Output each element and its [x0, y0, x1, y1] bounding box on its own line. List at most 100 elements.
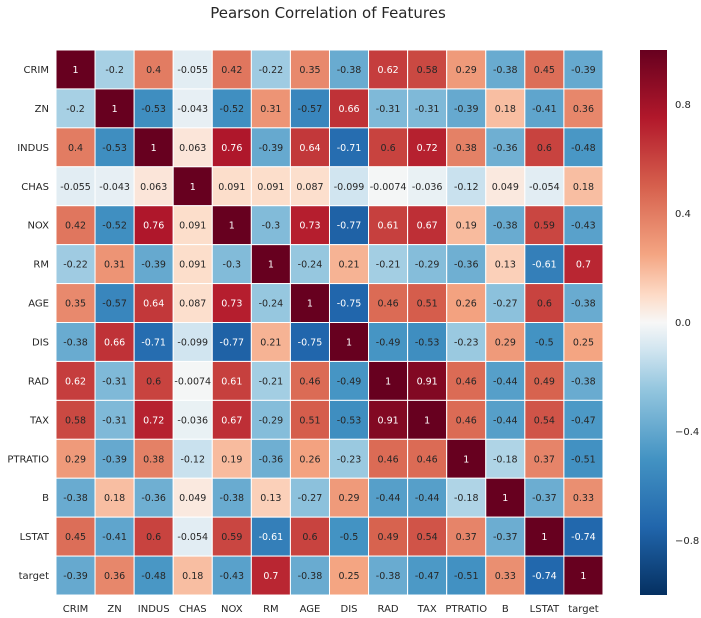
cell-value-label: 0.091 — [257, 182, 284, 193]
heatmap-cell — [446, 166, 487, 207]
cell-value-label: -0.38 — [493, 65, 518, 76]
cell-value-label: 0.21 — [338, 260, 359, 271]
heatmap-cell — [563, 283, 604, 324]
cell-value-label: -0.39 — [454, 104, 479, 115]
heatmap-cell — [446, 88, 487, 129]
y-tick-labels: CRIM ZN INDUS CHAS NOX RM AGE DIS RAD TAX PTRATIO B… — [7, 65, 50, 582]
heatmap-cell — [94, 360, 135, 401]
y-tick-label: PTRATIO — [7, 454, 49, 465]
cell-value-label: 0.087 — [296, 182, 323, 193]
heatmap-cell — [172, 127, 213, 168]
heatmap-cell — [94, 399, 135, 440]
cell-value-label: 0.31 — [260, 104, 281, 115]
cell-value-label: -0.31 — [376, 104, 401, 115]
heatmap-cell — [368, 49, 409, 90]
x-tick-label: CHAS — [179, 604, 207, 615]
heatmap-cell — [211, 283, 252, 324]
cell-value-label: -0.47 — [571, 415, 596, 426]
cell-value-label: -0.31 — [102, 376, 127, 387]
heatmap-cell — [55, 399, 96, 440]
cell-value-label: 0.62 — [65, 376, 86, 387]
cell-value-label: -0.31 — [415, 104, 440, 115]
heatmap-cell — [485, 438, 526, 479]
colorbar-tick-label: −0.8 — [675, 536, 699, 547]
cell-value-label: 0.51 — [299, 415, 320, 426]
heatmap-cell — [133, 555, 174, 596]
heatmap-cell — [250, 438, 291, 479]
heatmap-cell — [524, 205, 565, 246]
cell-value-label: 0.72 — [143, 415, 164, 426]
cell-value-label: -0.39 — [102, 454, 127, 465]
cell-value-label: 0.7 — [263, 571, 278, 582]
heatmap-cell — [407, 516, 448, 557]
cell-value-label: 0.33 — [495, 571, 516, 582]
cell-value-label: -0.31 — [102, 415, 127, 426]
heatmap-cell — [172, 360, 213, 401]
cell-value-label: -0.52 — [220, 104, 245, 115]
x-tick-label: INDUS — [138, 604, 170, 615]
cell-value-label: 0.6 — [537, 143, 552, 154]
heatmap-cell — [407, 399, 448, 440]
x-tick-label: AGE — [300, 604, 321, 615]
heatmap-cell — [446, 283, 487, 324]
heatmap-cell — [524, 399, 565, 440]
cell-value-label: 1 — [190, 182, 196, 193]
heatmap-cell — [407, 360, 448, 401]
cell-value-label: 0.66 — [104, 337, 125, 348]
heatmap-cell — [289, 360, 330, 401]
heatmap-cell — [94, 555, 135, 596]
cell-value-label: -0.5 — [535, 337, 554, 348]
cell-value-label: 0.18 — [182, 571, 203, 582]
heatmap-cell — [524, 322, 565, 362]
x-tick-label: B — [502, 604, 509, 615]
cell-value-label: 0.33 — [573, 493, 594, 504]
cell-value-label: 0.37 — [534, 454, 555, 465]
heatmap-cell — [485, 360, 526, 401]
colorbar-gradient — [640, 50, 667, 595]
cell-value-label: 0.18 — [573, 182, 594, 193]
cell-value-label: -0.43 — [571, 221, 596, 232]
cell-value-label: 0.18 — [495, 104, 516, 115]
cell-value-label: -0.36 — [259, 454, 284, 465]
cell-value-label: 0.29 — [495, 337, 516, 348]
cell-value-label: 0.59 — [534, 221, 555, 232]
cell-value-label: -0.24 — [259, 299, 284, 310]
heatmap-cell — [524, 166, 565, 207]
cell-value-label: 0.76 — [221, 143, 242, 154]
cell-value-label: -0.22 — [259, 65, 284, 76]
heatmap-cell — [368, 166, 409, 207]
cell-value-label: 0.66 — [338, 104, 359, 115]
heatmap-cell — [407, 283, 448, 324]
cell-value-label: -0.39 — [63, 571, 88, 582]
cell-value-label: 1 — [424, 415, 430, 426]
heatmap-cell — [368, 127, 409, 168]
x-tick-label: RM — [263, 604, 279, 615]
x-tick-label: CRIM — [63, 604, 89, 615]
x-tick-label: ZN — [107, 604, 121, 615]
cell-value-label: -0.0074 — [174, 376, 211, 387]
y-tick-label: ZN — [35, 104, 49, 115]
heatmap-cell — [563, 399, 604, 440]
heatmap-cell — [524, 438, 565, 479]
cell-value-label: 1 — [502, 493, 508, 504]
cell-value-label: 0.54 — [534, 415, 555, 426]
cell-value-label: -0.5 — [340, 532, 359, 543]
heatmap-cell — [407, 555, 448, 596]
x-tick-label: RAD — [378, 604, 399, 615]
cell-value-label: -0.2 — [105, 65, 124, 76]
cell-value-label: -0.29 — [415, 260, 440, 271]
cell-value-label: -0.44 — [493, 376, 518, 387]
cell-value-label: -0.3 — [223, 260, 242, 271]
heatmap-cell — [524, 283, 565, 324]
cell-value-label: 0.38 — [143, 454, 164, 465]
cell-value-label: -0.61 — [259, 532, 284, 543]
cell-value-label: -0.51 — [571, 454, 596, 465]
heatmap-cell — [407, 166, 448, 207]
heatmap-cell — [446, 49, 487, 90]
cell-value-label: 1 — [268, 260, 274, 271]
heatmap-cell — [563, 555, 604, 596]
cell-value-label: -0.57 — [298, 104, 323, 115]
cell-value-label: -0.38 — [571, 299, 596, 310]
cell-value-label: -0.51 — [454, 571, 479, 582]
cell-value-label: 0.59 — [221, 532, 242, 543]
